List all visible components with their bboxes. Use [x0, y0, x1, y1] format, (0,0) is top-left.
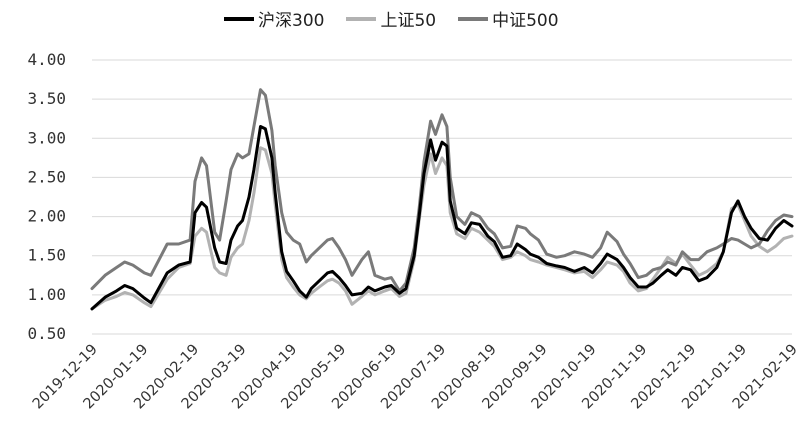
y-tick-label: 4.00: [27, 50, 66, 69]
series-lines: [90, 88, 794, 311]
x-axis: 2019-12-192020-01-192020-02-192020-03-19…: [30, 342, 801, 413]
series-line: [90, 125, 794, 311]
y-tick-label: 3.50: [27, 89, 66, 108]
legend-item-zz500: 中证500: [458, 6, 559, 31]
legend-label-zz500: 中证500: [492, 11, 559, 31]
legend-swatch-hs300: [224, 16, 254, 21]
y-tick-label: 2.50: [27, 167, 66, 186]
y-tick-label: 3.00: [27, 128, 66, 147]
y-tick-label: 1.00: [27, 285, 66, 304]
y-axis: 0.50 1.00 1.50 2.00 2.50 3.00 3.50 4.00: [27, 50, 66, 343]
legend-label-sz50: 上证50: [380, 11, 437, 31]
legend-item-hs300: 沪深300: [224, 6, 324, 31]
series-line: [90, 146, 794, 311]
y-tick-label: 2.00: [27, 207, 66, 226]
y-tick-label: 0.50: [27, 324, 66, 343]
legend-label-hs300: 沪深300: [258, 11, 325, 31]
series-line: [90, 88, 794, 293]
gridlines: [92, 59, 792, 335]
legend-swatch-zz500: [458, 16, 489, 21]
legend-swatch-sz50: [346, 16, 377, 21]
y-tick-label: 1.50: [27, 246, 66, 265]
legend-item-sz50: 上证50: [346, 6, 436, 31]
legend: 沪深300 上证50 中证500: [224, 6, 559, 31]
